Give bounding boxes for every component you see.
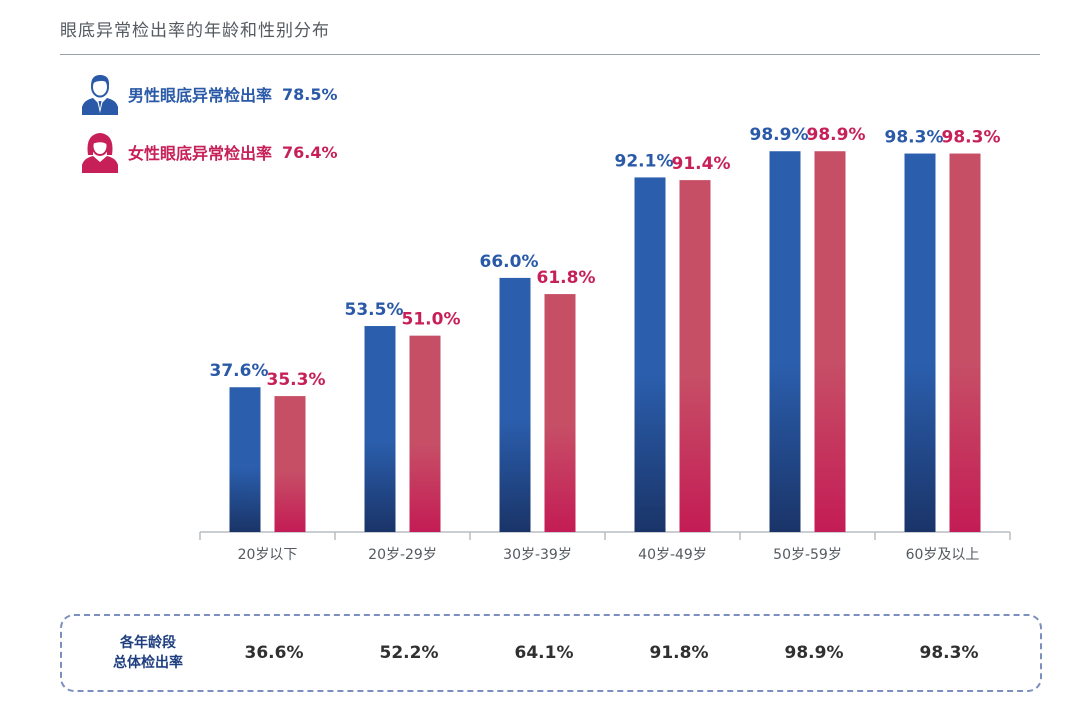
data-label-male: 98.9% (750, 125, 809, 145)
bar-female (679, 180, 711, 533)
summary-label: 各年龄段 总体检出率 (62, 616, 234, 690)
title-divider (60, 54, 1040, 55)
x-tick-label: 60岁及以上 (906, 547, 980, 563)
bar-male (229, 387, 261, 532)
data-label-male: 66.0% (480, 252, 539, 272)
summary-value: 36.6% (244, 643, 304, 663)
summary-box: 各年龄段 总体检出率 36.6% 52.2% 64.1% 91.8% 98.9%… (60, 614, 1042, 692)
legend-male-value: 78.5% (282, 84, 338, 104)
data-label-male: 37.6% (210, 361, 269, 381)
data-label-female: 98.3% (942, 128, 1001, 148)
data-label-female: 61.8% (537, 268, 596, 288)
bar-chart: 37.6%35.3% 20岁以下 53.5%51.0% 20岁-29岁 66.0%61.… (199, 125, 1011, 563)
legend-male: 男性眼底异常检出率 78.5% (80, 72, 338, 116)
bar-male (769, 151, 801, 533)
bar-female (409, 335, 441, 532)
legend-female-label: 女性眼底异常检出率 (128, 144, 273, 163)
bar-female (274, 396, 306, 532)
bar-male (904, 153, 936, 533)
bar-female (544, 294, 576, 532)
data-label-female: 91.4% (672, 154, 731, 174)
female-person-icon (82, 133, 118, 173)
summary-value: 64.1% (514, 643, 574, 663)
x-tick-label: 20岁-29岁 (368, 547, 437, 563)
data-label-female: 98.9% (807, 125, 866, 145)
summary-label-line1: 各年龄段 (120, 635, 176, 651)
page-title: 眼底异常检出率的年龄和性别分布 (60, 21, 330, 41)
x-tick-label: 40岁-49岁 (638, 547, 707, 563)
summary-label-line2: 总体检出率 (113, 655, 183, 671)
bar-male (499, 277, 531, 532)
legend-female: 女性眼底异常检出率 76.4% (80, 130, 338, 174)
bar-male (634, 177, 666, 533)
summary-value: 98.9% (784, 643, 844, 663)
male-person-icon (82, 75, 118, 115)
legend-male-label: 男性眼底异常检出率 (128, 86, 273, 105)
data-label-female: 51.0% (402, 310, 461, 330)
bar-female (814, 151, 846, 533)
summary-value: 91.8% (649, 643, 709, 663)
bar-female (949, 153, 981, 533)
summary-value: 52.2% (379, 643, 439, 663)
data-label-female: 35.3% (267, 370, 326, 390)
data-label-male: 92.1% (615, 151, 674, 171)
x-tick-label: 50岁-59岁 (773, 547, 842, 563)
summary-value: 98.3% (919, 643, 979, 663)
bar-male (364, 326, 396, 532)
legend-female-value: 76.4% (282, 142, 338, 162)
data-label-male: 98.3% (885, 128, 944, 148)
x-tick-label: 30岁-39岁 (503, 547, 572, 563)
x-tick-label: 20岁以下 (238, 547, 298, 563)
data-label-male: 53.5% (345, 300, 404, 320)
